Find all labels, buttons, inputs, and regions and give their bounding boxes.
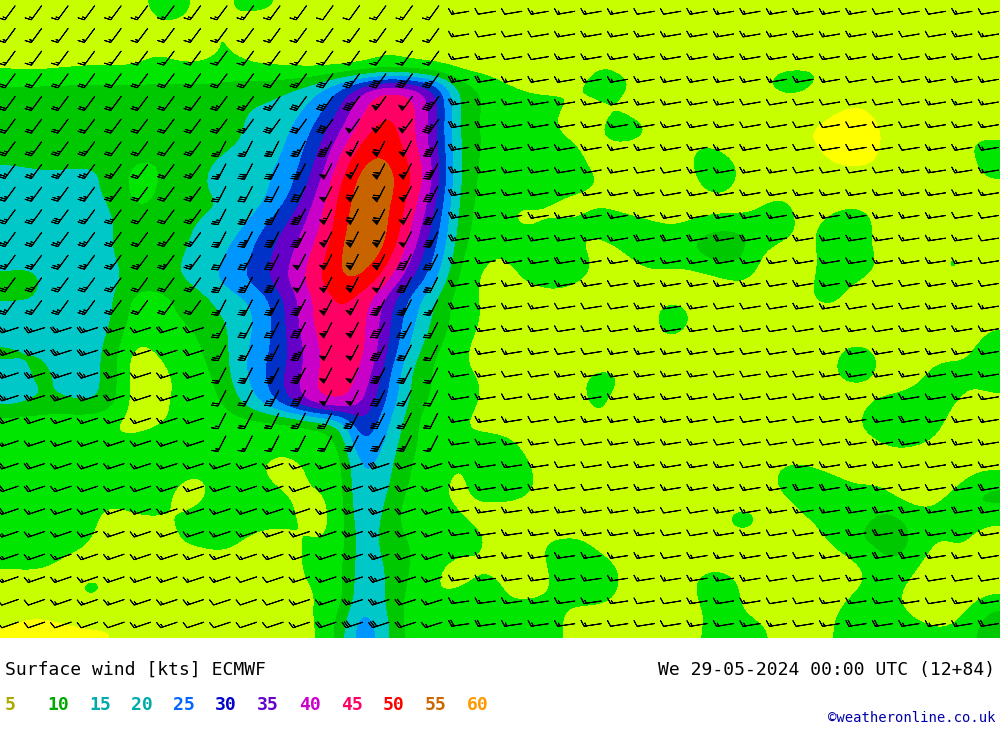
Text: 25: 25	[173, 696, 195, 714]
Text: 45: 45	[341, 696, 363, 714]
Text: 20: 20	[131, 696, 153, 714]
Text: 35: 35	[257, 696, 279, 714]
Text: 40: 40	[299, 696, 321, 714]
Text: 55: 55	[425, 696, 447, 714]
Text: Surface wind [kts] ECMWF: Surface wind [kts] ECMWF	[5, 660, 266, 679]
Text: 5: 5	[5, 696, 16, 714]
Text: 50: 50	[383, 696, 405, 714]
Text: ©weatheronline.co.uk: ©weatheronline.co.uk	[828, 711, 995, 725]
Text: 15: 15	[89, 696, 111, 714]
Text: 10: 10	[47, 696, 69, 714]
Text: We 29-05-2024 00:00 UTC (12+84): We 29-05-2024 00:00 UTC (12+84)	[658, 660, 995, 679]
Text: 30: 30	[215, 696, 237, 714]
Text: 60: 60	[467, 696, 489, 714]
